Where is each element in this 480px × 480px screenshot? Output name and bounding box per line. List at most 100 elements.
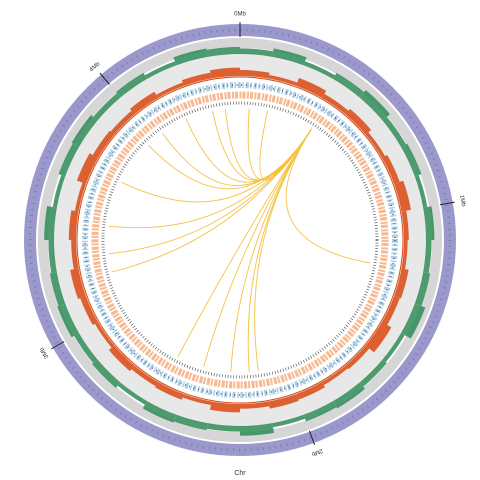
link (108, 128, 312, 255)
track-bar (181, 72, 212, 86)
track-bar (268, 394, 299, 409)
track-bar (92, 130, 115, 158)
tick-mark (308, 430, 316, 446)
gene-track-black (101, 101, 379, 379)
track-bar (173, 414, 208, 431)
track-bar (210, 67, 240, 79)
gene-track-blue (82, 82, 398, 398)
track-bar (401, 240, 408, 270)
track-bar (74, 182, 86, 212)
track-bar (296, 77, 327, 98)
track-bar (359, 90, 390, 121)
track-bar (173, 48, 208, 66)
track-bar (365, 322, 392, 353)
track-bar (414, 174, 428, 208)
link (224, 108, 312, 181)
track-bar (345, 108, 372, 135)
link (230, 128, 312, 372)
track-bar (117, 382, 147, 405)
track-bar (423, 240, 432, 274)
track-bar (240, 70, 270, 79)
tick-mark (439, 201, 455, 206)
link (259, 110, 312, 181)
track-bar (240, 48, 274, 57)
track-bar (345, 345, 370, 370)
track-bar (57, 303, 79, 338)
track-bar (93, 93, 121, 121)
track-bar (423, 206, 435, 240)
track-bar (333, 382, 365, 409)
link (212, 110, 312, 181)
track-bar (365, 132, 386, 158)
link (254, 128, 312, 371)
track-bar (58, 143, 79, 177)
track-bar (49, 272, 66, 307)
link (203, 128, 312, 368)
track-bar (359, 359, 387, 387)
track-bar (155, 382, 184, 400)
track-bar (115, 72, 147, 98)
track-bar (303, 61, 336, 79)
track-bar (296, 382, 325, 400)
track-bar (76, 153, 98, 184)
tick-label: 2Mb (310, 447, 324, 457)
link (247, 128, 312, 372)
inner-gray-ring (53, 53, 427, 427)
track-bar (303, 401, 337, 422)
base-line (76, 76, 404, 404)
track-bar (414, 272, 431, 307)
track-bar (144, 61, 177, 79)
track-bar (268, 74, 298, 86)
gray-ring (38, 38, 442, 442)
track-bar (48, 240, 57, 274)
track-bar (272, 414, 306, 428)
axis-label: Chr (234, 470, 246, 477)
track-bar (110, 110, 135, 135)
track-bar (401, 303, 426, 339)
minor-ticks (28, 28, 452, 452)
tick-mark (50, 341, 65, 350)
tick-label: 3Mb (39, 346, 50, 360)
track-bar (401, 210, 409, 240)
track-bar (401, 143, 422, 177)
tick-label: 1Mb (458, 195, 466, 208)
track-bar (382, 333, 405, 363)
gene-track-orange (91, 91, 389, 389)
track-bar (71, 115, 98, 147)
track-bar (92, 359, 121, 388)
track-bar (382, 116, 406, 147)
track-bar (94, 322, 115, 348)
track-bar (272, 48, 307, 66)
tick-label: 0Mb (234, 12, 246, 18)
track-bar (71, 240, 79, 270)
track-bar (240, 423, 275, 436)
track-bar (394, 268, 409, 299)
track-bar (129, 91, 158, 115)
track-bar (156, 82, 184, 98)
track-bar (52, 174, 66, 208)
tick-mark (99, 72, 110, 85)
track-bar (182, 394, 212, 406)
link (111, 128, 312, 273)
track-bar (206, 423, 240, 432)
track-bar (210, 401, 240, 413)
track-bar (322, 93, 349, 115)
track-bar (44, 205, 57, 240)
track-bar (382, 155, 400, 184)
track-bar (142, 401, 177, 423)
track-bar (108, 345, 135, 372)
track-bar (382, 296, 400, 325)
link (285, 128, 371, 264)
track-bar (131, 365, 158, 387)
track-bar (394, 180, 411, 212)
track-bar (240, 401, 270, 409)
gene-track-dark (84, 84, 396, 396)
track-bar (68, 210, 79, 240)
track-bar (70, 268, 86, 299)
track-bar (206, 47, 240, 57)
track-bar (333, 72, 365, 98)
track-bar (80, 296, 98, 325)
tick-label: 4Mb (89, 61, 102, 74)
track-bar (74, 333, 98, 364)
